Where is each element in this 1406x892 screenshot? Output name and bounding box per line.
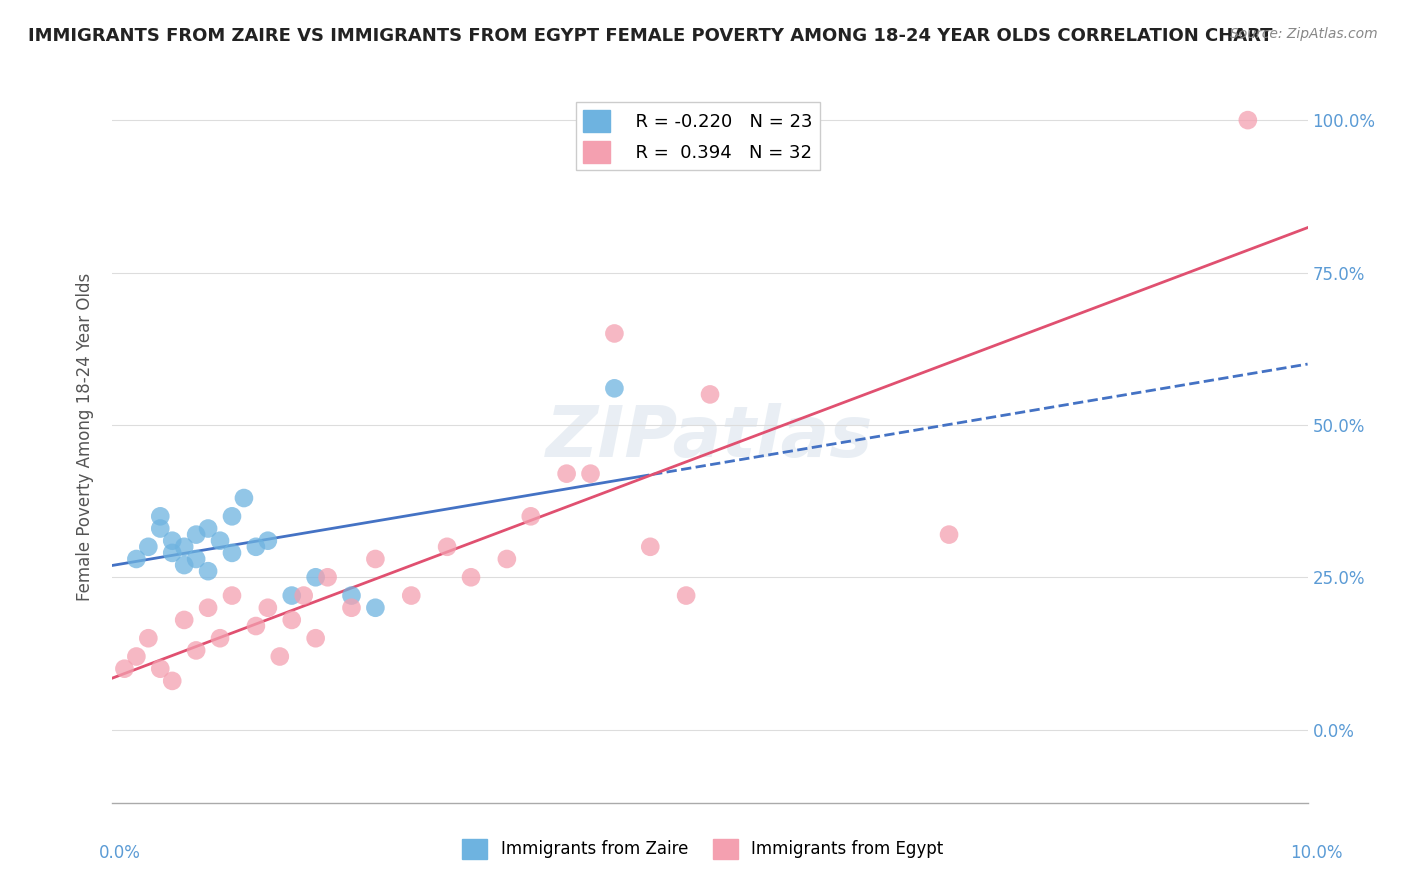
- Point: [209, 632, 232, 646]
- Text: ZIPatlas: ZIPatlas: [547, 402, 873, 472]
- Point: [292, 589, 315, 603]
- Point: [401, 589, 423, 603]
- Point: [221, 589, 243, 603]
- Point: [173, 558, 195, 573]
- Point: [162, 533, 183, 548]
- Point: [675, 589, 697, 603]
- Point: [699, 387, 721, 401]
- Y-axis label: Female Poverty Among 18-24 Year Olds: Female Poverty Among 18-24 Year Olds: [76, 273, 94, 601]
- Point: [114, 662, 135, 676]
- Point: [640, 540, 662, 554]
- Point: [221, 546, 243, 560]
- Point: [460, 570, 482, 584]
- Text: 0.0%: 0.0%: [98, 844, 141, 862]
- Point: [197, 600, 219, 615]
- Point: [340, 600, 363, 615]
- Point: [233, 491, 256, 505]
- Point: [149, 662, 172, 676]
- Point: [245, 619, 267, 633]
- Point: [1237, 113, 1260, 128]
- Point: [221, 509, 243, 524]
- Point: [186, 527, 208, 541]
- Point: [364, 600, 387, 615]
- Point: [281, 613, 304, 627]
- Point: [305, 570, 328, 584]
- Point: [281, 589, 304, 603]
- Point: [138, 540, 160, 554]
- Legend: Immigrants from Zaire, Immigrants from Egypt: Immigrants from Zaire, Immigrants from E…: [456, 832, 950, 866]
- Point: [257, 533, 280, 548]
- Point: [269, 649, 291, 664]
- Point: [197, 521, 219, 535]
- Point: [162, 673, 183, 688]
- Point: [173, 613, 195, 627]
- Text: Source: ZipAtlas.com: Source: ZipAtlas.com: [1230, 27, 1378, 41]
- Legend:   R = -0.220   N = 23,   R =  0.394   N = 32: R = -0.220 N = 23, R = 0.394 N = 32: [575, 103, 820, 169]
- Point: [316, 570, 339, 584]
- Point: [436, 540, 458, 554]
- Point: [138, 632, 160, 646]
- Point: [186, 552, 208, 566]
- Point: [603, 381, 626, 395]
- Point: [125, 649, 148, 664]
- Point: [257, 600, 280, 615]
- Point: [555, 467, 578, 481]
- Point: [340, 589, 363, 603]
- Point: [125, 552, 148, 566]
- Point: [245, 540, 267, 554]
- Point: [603, 326, 626, 341]
- Point: [149, 521, 172, 535]
- Point: [209, 533, 232, 548]
- Point: [162, 546, 183, 560]
- Point: [305, 632, 328, 646]
- Point: [938, 527, 960, 541]
- Point: [496, 552, 519, 566]
- Point: [364, 552, 387, 566]
- Point: [197, 564, 219, 578]
- Point: [579, 467, 602, 481]
- Point: [149, 509, 172, 524]
- Text: 10.0%: 10.0%: [1291, 844, 1343, 862]
- Point: [186, 643, 208, 657]
- Point: [173, 540, 195, 554]
- Point: [520, 509, 543, 524]
- Text: IMMIGRANTS FROM ZAIRE VS IMMIGRANTS FROM EGYPT FEMALE POVERTY AMONG 18-24 YEAR O: IMMIGRANTS FROM ZAIRE VS IMMIGRANTS FROM…: [28, 27, 1272, 45]
